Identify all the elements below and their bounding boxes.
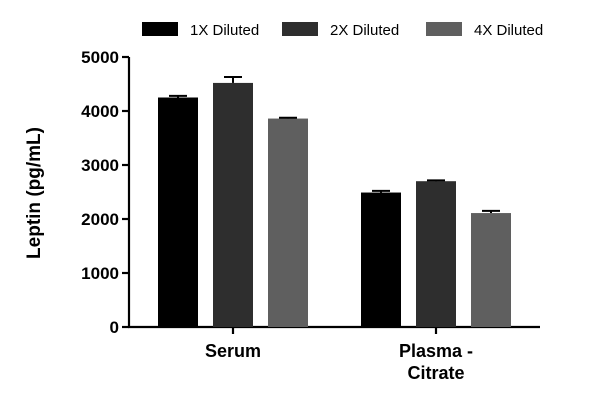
legend-label: 1X Diluted	[190, 22, 259, 39]
x-axis: Serum Plasma -Citrate	[128, 325, 540, 383]
x-tick-label: Citrate	[407, 363, 464, 383]
bar	[416, 181, 456, 327]
legend-label: 2X Diluted	[330, 22, 399, 39]
y-tick-label: 4000	[81, 102, 119, 121]
bar	[471, 213, 511, 327]
bars	[158, 75, 511, 327]
bar	[268, 118, 308, 327]
legend-label: 4X Diluted	[474, 22, 543, 39]
bar	[213, 82, 253, 327]
x-tick-label: Plasma -	[399, 341, 473, 361]
y-tick-label: 1000	[81, 264, 119, 283]
y-axis: 0 1000 2000 3000 4000 5000	[81, 48, 131, 337]
y-tick-label: 5000	[81, 48, 119, 67]
bar	[158, 97, 198, 327]
y-tick-label: 2000	[81, 210, 119, 229]
legend-swatch	[142, 22, 178, 36]
legend: 1X Diluted 2X Diluted 4X Diluted	[142, 22, 543, 39]
bar	[361, 192, 401, 327]
legend-swatch	[282, 22, 318, 36]
y-axis-label: Leptin (pg/mL)	[24, 127, 45, 259]
legend-swatch	[426, 22, 462, 36]
y-tick-label: 3000	[81, 156, 119, 175]
y-tick-label: 0	[110, 318, 119, 337]
x-tick-label: Serum	[205, 341, 261, 361]
